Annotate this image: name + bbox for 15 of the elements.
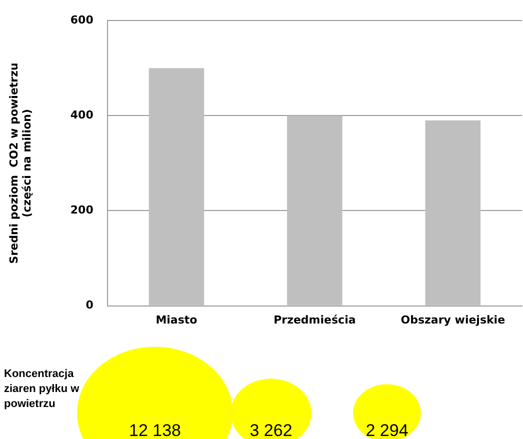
- bar: [425, 120, 481, 306]
- x-tick-label: Obszary wiejskie: [400, 313, 506, 326]
- x-tick-label: Miasto: [156, 313, 198, 326]
- y-tick-label: 200: [70, 204, 94, 217]
- x-tick-label: Przedmieścia: [274, 313, 356, 326]
- bar: [148, 68, 204, 306]
- y-tick-label: 600: [70, 13, 94, 26]
- bar: [287, 116, 342, 306]
- text: Koncentracja ziaren pyłku w powietrzu: [4, 367, 80, 412]
- data-label: 12 138: [129, 421, 181, 439]
- data-label: 2 294: [366, 421, 408, 439]
- y-tick-label: 400: [70, 108, 94, 122]
- y-axis-title: Sredni poziom CO2 w powietrzu (części na milion): [7, 62, 34, 264]
- data-label: 3 262: [250, 421, 292, 439]
- y-tick-label: 0: [86, 298, 94, 312]
